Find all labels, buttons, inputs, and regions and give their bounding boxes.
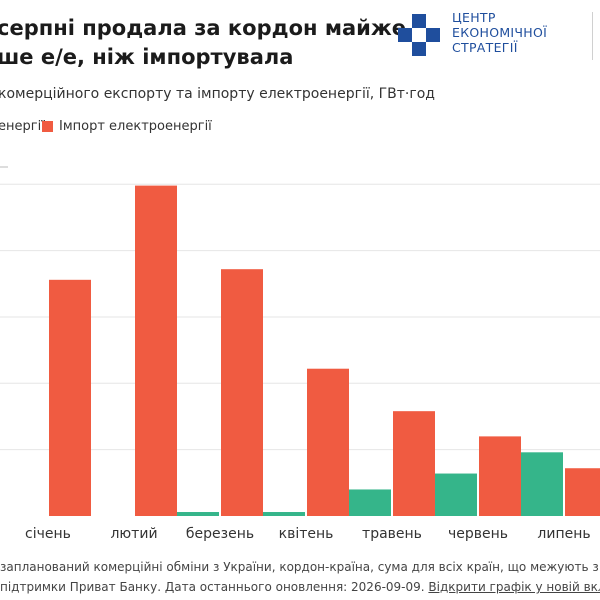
logo-line-3: СТРАТЕГІЇ [452, 40, 518, 55]
bar-export-2 [177, 512, 219, 516]
bar-import-3 [307, 368, 349, 516]
legend-import-swatch [42, 121, 53, 132]
x-tick-label-3: квітень [279, 526, 334, 542]
x-tick-label-5: червень [448, 526, 508, 542]
logo-line-1: ЦЕНТР [452, 10, 496, 25]
legend-export-label: енергії [0, 119, 45, 134]
bar-import-6 [565, 468, 600, 516]
x-tick-label-0: січень [25, 526, 71, 542]
x-tick-label-4: травень [362, 526, 422, 542]
footer-note-line-2: підтримки Приват Банку. Дата останнього … [0, 580, 600, 594]
bar-import-5 [479, 436, 521, 516]
open-chart-link[interactable]: Відкрити графік у новій вкладці [428, 580, 600, 594]
footer-update-text: підтримки Приват Банку. Дата останнього … [0, 580, 425, 594]
legend-export[interactable]: енергії [0, 119, 45, 134]
logo-line-2: ЕКОНОМІЧНОЇ [452, 25, 548, 40]
bar-export-4 [349, 489, 391, 516]
bar-chart: січень лютий березень квітень травень червень… [0, 166, 600, 542]
bar-import-1 [135, 185, 177, 516]
legend-import[interactable]: Імпорт електроенергії [42, 119, 212, 134]
bar-export-6 [521, 452, 563, 516]
bar-import-2 [221, 269, 263, 516]
bar-export-5 [435, 473, 477, 516]
bar-export-3 [263, 512, 305, 516]
logo-divider [592, 12, 593, 60]
chart-title-line-1: серпні продала за кордон майже [0, 16, 407, 40]
bar-import-0 [49, 279, 91, 516]
ces-logo-icon [398, 14, 444, 61]
legend-import-label: Імпорт електроенергії [59, 119, 212, 134]
x-tick-label-6: липень [537, 526, 590, 542]
bar-import-4 [393, 411, 435, 516]
footer-note-line-1: запланований комерційні обміни з України… [0, 560, 600, 574]
chart-title-line-2: ше е/е, ніж імпортувала [0, 45, 294, 69]
x-tick-label-2: березень [186, 526, 254, 542]
ces-logo-text: ЦЕНТР ЕКОНОМІЧНОЇ СТРАТЕГІЇ [452, 10, 547, 55]
chart-subtitle: комерційного експорту та імпорту електро… [0, 86, 435, 102]
x-tick-label-1: лютий [110, 526, 157, 542]
